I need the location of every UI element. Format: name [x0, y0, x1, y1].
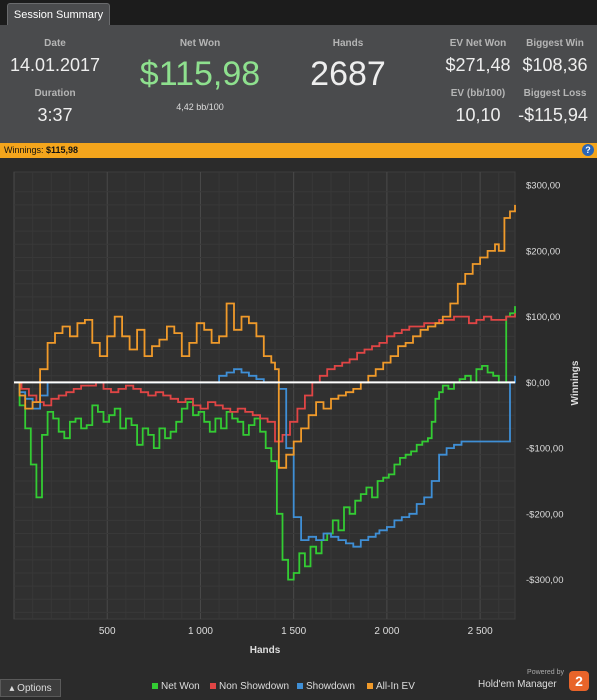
legend-label: Net Won [161, 681, 200, 692]
winnings-bar: Winnings: $115,98 ? [0, 143, 597, 158]
plot-area [13, 171, 516, 620]
winnings-title: Winnings: $115,98 [4, 143, 78, 158]
series-line-all-in-ev [14, 204, 516, 469]
ev-bb100-value: 10,10 [455, 105, 501, 125]
legend-label: Showdown [306, 681, 355, 692]
legend-swatch [210, 683, 216, 689]
grid-lines [13, 172, 515, 619]
x-axis-label: Hands [250, 645, 281, 656]
powered-by-text: Powered by [527, 669, 564, 676]
winnings-value: $115,98 [46, 145, 79, 155]
x-axis-ticks: 500 1 000 1 500 2 000 2 500 [99, 626, 493, 637]
caret-up-icon: ▴ [9, 683, 15, 694]
hands-value: 2687 [310, 55, 386, 93]
legend-label: All-In EV [376, 681, 415, 692]
y-axis-label: Winnings [570, 360, 581, 405]
y-tick-label: -$300,00 [526, 575, 564, 586]
date-label: Date [44, 38, 66, 49]
ev-bb100-label: EV (bb/100) [450, 88, 506, 99]
y-tick-label: $300,00 [526, 181, 560, 192]
legend-swatch [367, 683, 373, 689]
date-value: 14.01.2017 [9, 55, 101, 75]
net-won-value: $115,98 [139, 55, 261, 93]
y-tick-label: -$200,00 [526, 509, 564, 520]
tab-bar: Session Summary [0, 0, 597, 25]
x-tick-label: 1 500 [281, 626, 306, 637]
legend-swatch [152, 683, 158, 689]
legend: Net Won Non Showdown Showdown All-In EV [152, 681, 415, 692]
hands-label: Hands [332, 38, 364, 49]
x-tick-label: 2 500 [468, 626, 493, 637]
bb100-value: 4,42 bb/100 [176, 102, 224, 112]
session-summary-panel: Date 14.01.2017 Duration 3:37 Net Won $1… [0, 25, 597, 143]
ev-net-won-value: $271,48 [445, 55, 511, 75]
x-tick-label: 500 [99, 626, 116, 637]
biggest-win-label: Biggest Win [526, 38, 584, 49]
duration-value: 3:37 [37, 105, 73, 125]
biggest-loss-label: Biggest Loss [523, 88, 587, 99]
biggest-loss-value: -$115,94 [518, 105, 588, 125]
ev-net-won-label: EV Net Won [449, 38, 507, 49]
y-tick-label: $200,00 [526, 246, 560, 257]
y-tick-label: $0,00 [526, 378, 550, 389]
duration-label: Duration [34, 88, 76, 99]
legend-label: Non Showdown [219, 681, 289, 692]
hm2-logo-icon: 2 [569, 671, 589, 691]
x-tick-label: 1 000 [188, 626, 213, 637]
winnings-label: Winnings: [4, 145, 44, 155]
legend-swatch [297, 683, 303, 689]
winnings-chart: 500 1 000 1 500 2 000 2 500 $300,00 $200,00 $1… [0, 158, 597, 700]
options-button[interactable]: ▴ Options [0, 679, 61, 697]
y-axis-ticks: $300,00 $200,00 $100,00 $0,00 -$100,00 -$200,… [526, 181, 564, 586]
y-tick-label: $100,00 [526, 312, 560, 323]
tab-session-summary[interactable]: Session Summary [7, 3, 110, 25]
options-label: Options [17, 683, 52, 694]
series-line-net-won [14, 306, 516, 581]
help-icon[interactable]: ? [582, 144, 594, 156]
product-name: Hold'em Manager [478, 679, 557, 690]
x-tick-label: 2 000 [374, 626, 399, 637]
y-tick-label: -$100,00 [526, 444, 564, 455]
biggest-win-value: $108,36 [522, 55, 588, 75]
net-won-label: Net Won [179, 38, 221, 49]
